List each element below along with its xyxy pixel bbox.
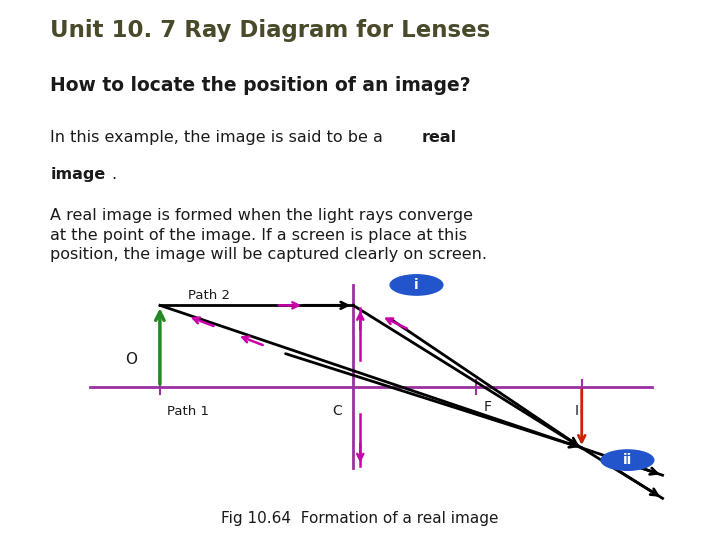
Text: In this example, the image is said to be a: In this example, the image is said to be…: [50, 130, 388, 145]
Text: C: C: [332, 404, 342, 418]
Text: i: i: [414, 278, 419, 292]
Text: O: O: [125, 352, 137, 367]
Text: real: real: [421, 130, 456, 145]
Text: Unit 10. 7 Ray Diagram for Lenses: Unit 10. 7 Ray Diagram for Lenses: [50, 19, 490, 42]
Circle shape: [390, 275, 443, 295]
Text: Path 2: Path 2: [188, 289, 230, 302]
Text: F: F: [483, 400, 491, 414]
Text: How to locate the position of an image?: How to locate the position of an image?: [50, 76, 471, 94]
Text: .: .: [112, 167, 117, 183]
Text: Fig 10.64  Formation of a real image: Fig 10.64 Formation of a real image: [221, 511, 499, 526]
Text: Path 1: Path 1: [167, 405, 209, 418]
Text: I: I: [575, 404, 579, 418]
Text: A real image is formed when the light rays converge
at the point of the image. I: A real image is formed when the light ra…: [50, 208, 487, 262]
Circle shape: [601, 450, 654, 470]
Text: image: image: [50, 167, 106, 183]
Text: ii: ii: [623, 453, 632, 467]
